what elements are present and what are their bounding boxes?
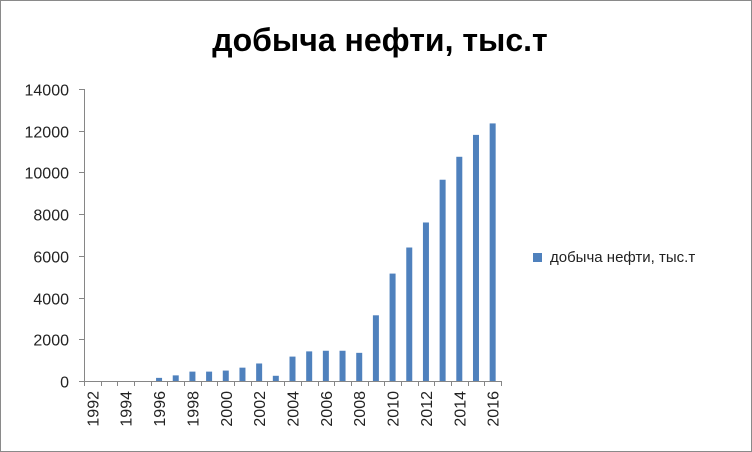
x-tick-label: 1998 <box>185 391 202 427</box>
y-tick-label: 14000 <box>25 83 70 100</box>
x-tick-label: 2006 <box>319 391 336 427</box>
legend-label: добыча нефти, тыс.т <box>550 249 696 266</box>
bar <box>172 375 179 381</box>
bar <box>272 375 279 381</box>
bar <box>489 123 496 382</box>
x-tick-label: 1992 <box>85 391 102 427</box>
bar <box>189 371 196 381</box>
legend: добыча нефти, тыс.т <box>533 249 695 266</box>
y-tick-label: 6000 <box>33 250 69 267</box>
x-tick-label: 2002 <box>252 391 269 427</box>
x-tick-label: 2012 <box>419 391 436 427</box>
bar <box>356 352 363 381</box>
y-tick-label: 0 <box>60 375 69 392</box>
x-tick-label: 2014 <box>452 391 469 427</box>
bar <box>289 356 296 381</box>
bar <box>406 247 413 381</box>
legend-swatch <box>533 253 542 262</box>
bar <box>306 351 313 381</box>
bar <box>439 179 446 381</box>
bar <box>239 367 246 381</box>
x-tick-label: 2004 <box>286 391 303 427</box>
bar <box>422 222 429 381</box>
y-tick-label: 2000 <box>33 333 69 350</box>
bar <box>389 273 396 381</box>
bar <box>156 377 163 381</box>
y-tick-label: 8000 <box>33 208 69 225</box>
bar <box>222 370 229 381</box>
bar <box>372 315 379 381</box>
bar <box>322 350 329 381</box>
bar <box>456 156 463 381</box>
x-tick-label: 1994 <box>119 391 136 427</box>
x-tick-label: 1996 <box>152 391 169 427</box>
y-tick-label: 12000 <box>25 125 70 142</box>
bar <box>472 134 479 381</box>
x-tick-label: 2008 <box>352 391 369 427</box>
bar <box>206 371 213 381</box>
y-tick-label: 4000 <box>33 292 69 309</box>
x-tick-label: 2016 <box>486 391 503 427</box>
x-tick-label: 2000 <box>219 391 236 427</box>
bar <box>256 363 263 381</box>
x-tick-label: 2010 <box>386 391 403 427</box>
chart-title: добыча нефти, тыс.т <box>212 22 548 58</box>
y-tick-label: 10000 <box>25 166 70 183</box>
bar <box>339 350 346 381</box>
